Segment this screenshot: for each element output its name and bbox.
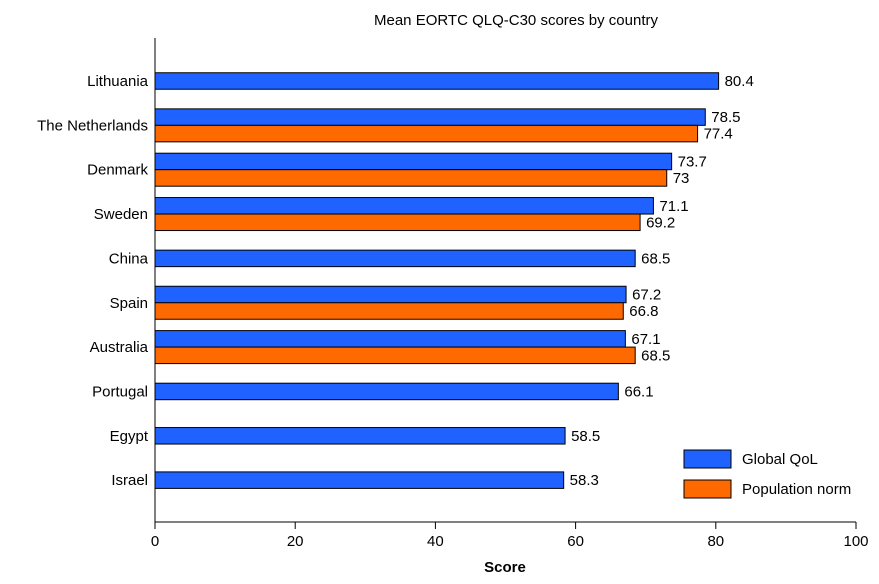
y-tick-label-portugal: Portugal <box>92 383 148 400</box>
y-tick-label-israel: Israel <box>111 472 148 489</box>
y-tick-label-egypt: Egypt <box>110 428 149 445</box>
bar-sweden-global-qol <box>154 197 654 215</box>
y-tick-label-sweden: Sweden <box>94 206 148 223</box>
bar-lithuania-global-qol <box>154 72 720 90</box>
bar-australia-global-qol <box>154 330 626 348</box>
data-label-egypt-global-qol: 58.5 <box>571 428 600 445</box>
y-tick-label-denmark: Denmark <box>87 162 148 179</box>
bar-egypt-global-qol <box>154 427 566 445</box>
data-label-denmark-global-qol: 73.7 <box>678 153 707 170</box>
data-label-china-global-qol: 68.5 <box>641 250 670 267</box>
bar-israel-global-qol <box>154 471 565 489</box>
x-tick-label-80: 80 <box>707 533 724 550</box>
data-label-sweden-population-norm: 69.2 <box>646 214 675 231</box>
data-label-denmark-population-norm: 73 <box>673 170 690 187</box>
x-tick-label-0: 0 <box>151 533 159 550</box>
bar-spain-population-norm <box>154 302 624 320</box>
bar-spain-global-qol <box>154 285 627 304</box>
data-label-spain-population-norm: 66.8 <box>629 303 658 320</box>
x-tick-label-100: 100 <box>843 533 868 550</box>
legend-label-global-qol: Global QoL <box>742 451 818 468</box>
y-tick-label-lithuania: Lithuania <box>87 73 149 90</box>
x-axis-label: Score <box>484 559 526 576</box>
x-tick-label-20: 20 <box>287 533 304 550</box>
y-tick-label-spain: Spain <box>110 295 148 312</box>
legend-label-population-norm: Population norm <box>742 481 851 498</box>
data-label-australia-global-qol: 67.1 <box>631 331 660 348</box>
bars-layer: 80.4 78.577.4 73.773 71.169.2 68.5 67.266.8 67… <box>154 72 754 489</box>
data-label-portugal-global-qol: 66.1 <box>624 383 653 400</box>
legend-swatch-global-qol <box>683 449 732 469</box>
bar-portugal-global-qol <box>154 382 619 401</box>
data-label-the-netherlands-global-qol: 78.5 <box>711 109 740 126</box>
bar-denmark-population-norm <box>154 169 668 187</box>
data-label-lithuania-global-qol: 80.4 <box>725 73 754 90</box>
legend: Global QoL Population norm <box>683 449 851 499</box>
y-tick-label-the-netherlands: The Netherlands <box>37 117 148 134</box>
data-label-spain-global-qol: 67.2 <box>632 287 661 304</box>
bar-sweden-population-norm <box>154 213 641 232</box>
data-label-sweden-global-qol: 71.1 <box>659 198 688 215</box>
chart-title: Mean EORTC QLQ-C30 scores by country <box>374 12 658 29</box>
x-tick-label-60: 60 <box>567 533 584 550</box>
y-tick-label-china: China <box>109 250 149 267</box>
legend-swatch-population-norm <box>683 479 732 499</box>
bar-australia-population-norm <box>154 346 636 365</box>
data-label-the-netherlands-population-norm: 77.4 <box>704 126 733 143</box>
bar-the-netherlands-population-norm <box>154 124 699 143</box>
x-tick-label-40: 40 <box>427 533 444 550</box>
y-tick-label-australia: Australia <box>90 339 149 356</box>
bar-denmark-global-qol <box>154 152 673 171</box>
bar-china-global-qol <box>154 249 636 268</box>
data-label-israel-global-qol: 58.3 <box>570 472 599 489</box>
axes-layer: Lithuania The Netherlands Denmark Sweden Chi… <box>37 38 869 550</box>
bar-the-netherlands-global-qol <box>154 108 706 126</box>
data-label-australia-population-norm: 68.5 <box>641 347 670 364</box>
